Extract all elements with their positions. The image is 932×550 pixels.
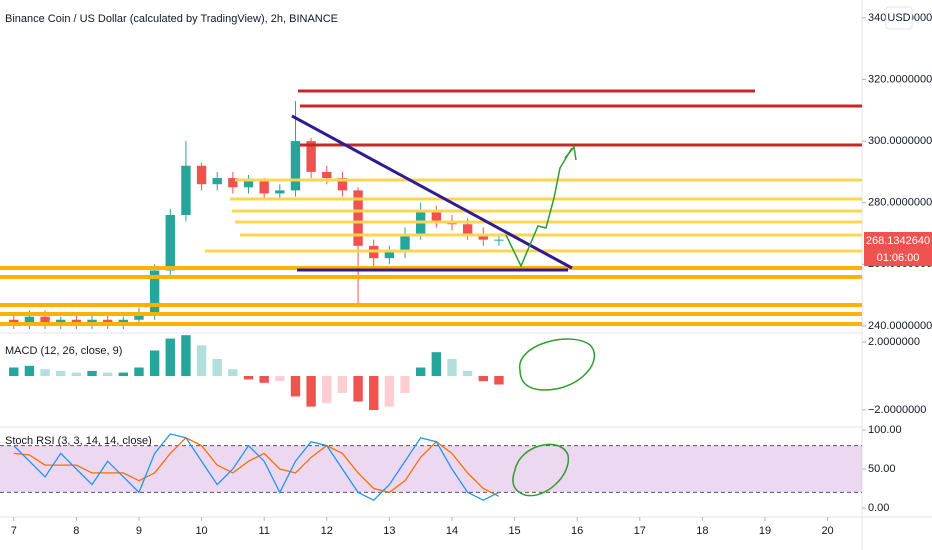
y-tick-label: 0.00: [868, 502, 889, 514]
candle-body: [102, 319, 113, 323]
candle-body: [353, 190, 363, 246]
y-tick-label: 280.0000000: [868, 197, 932, 209]
macd-bar: [259, 376, 269, 383]
macd-bar: [494, 376, 504, 385]
candle-body: [275, 190, 285, 194]
candle-body: [384, 251, 395, 259]
macd-bar: [40, 369, 50, 377]
x-tick-label: 9: [136, 525, 142, 537]
candle-body: [56, 319, 66, 323]
candle-body: [243, 181, 254, 188]
x-tick-label: 18: [696, 525, 708, 537]
currency-button[interactable]: [885, 6, 913, 30]
candle-body: [259, 181, 269, 194]
macd-bar: [337, 376, 348, 394]
indicator-label: Stoch RSI (3, 3, 14, 14, close): [5, 435, 152, 447]
macd-bar: [87, 370, 97, 377]
x-tick-label: 12: [321, 525, 333, 537]
y-tick-label: 320.0000000: [868, 73, 932, 85]
x-tick-label: 8: [73, 525, 79, 537]
x-tick-label: 7: [11, 525, 17, 537]
x-tick-label: 15: [508, 525, 520, 537]
candle-body: [400, 233, 410, 252]
y-tick-label: 240.0000000: [868, 320, 932, 332]
x-tick-label: 13: [383, 525, 395, 537]
currency-label: USD: [887, 12, 910, 24]
macd-bar: [353, 376, 363, 402]
macd-bar: [322, 376, 332, 404]
candle-body: [71, 319, 82, 323]
indicator-label: MACD (12, 26, close, 9): [5, 345, 122, 357]
candle-body: [306, 141, 316, 172]
stoch-band: [0, 445, 862, 493]
candle-body: [118, 319, 129, 323]
candle-body: [196, 165, 207, 185]
macd-bar: [212, 358, 222, 377]
macd-bar: [9, 367, 19, 377]
last-price: 268.1342640: [866, 235, 930, 247]
y-tick-label: 300.0000000: [868, 135, 932, 147]
macd-bar: [102, 372, 113, 377]
x-tick-label: 11: [258, 525, 269, 537]
candle-body: [181, 165, 191, 216]
candle-body: [228, 178, 238, 188]
x-tick-label: 20: [821, 525, 833, 537]
countdown: 01:06:00: [877, 252, 920, 264]
stoch-line: [13, 437, 500, 497]
y-tick-label: 50.00: [868, 463, 896, 475]
candle-body: [494, 239, 504, 241]
candle-body: [212, 178, 222, 185]
candle-body: [87, 319, 97, 323]
y-tick-label: −2.0000000: [868, 404, 926, 416]
macd-bar: [134, 367, 144, 377]
stoch-line: [13, 433, 500, 501]
macd-bar: [384, 376, 395, 407]
x-tick-label: 16: [571, 525, 583, 537]
macd-bar: [447, 358, 457, 377]
macd-bar: [290, 376, 301, 397]
candle-body: [337, 178, 348, 191]
candle-body: [165, 215, 175, 271]
macd-bar: [400, 376, 410, 394]
candle-body: [322, 171, 332, 179]
candle-body: [431, 211, 442, 222]
macd-bar: [71, 372, 82, 377]
macd-bar: [306, 376, 316, 407]
drawings: [0, 89, 862, 497]
x-tick-label: 14: [446, 525, 458, 537]
macd-bar: [275, 376, 285, 382]
candle-body: [462, 224, 473, 234]
candle-body: [478, 233, 488, 240]
candle-body: [9, 319, 19, 323]
macd-bar: [243, 376, 254, 380]
macd-bar: [228, 369, 238, 377]
chart-title: Binance Coin / US Dollar (calculated by …: [5, 13, 338, 25]
x-tick-label: 10: [195, 525, 207, 537]
candle-body: [40, 316, 50, 323]
macd-bar: [24, 365, 35, 377]
macd-bar: [56, 370, 66, 377]
macd-bar: [462, 370, 473, 377]
y-tick-label: 2.0000000: [868, 336, 920, 348]
candle-body: [290, 141, 301, 191]
y-tick-label: 100.00: [868, 424, 902, 436]
candle-body: [24, 316, 35, 323]
price-tag: [864, 232, 932, 266]
macd-bar: [149, 350, 160, 377]
macd-bar: [181, 335, 191, 377]
macd-bar: [118, 372, 129, 377]
macd-bar: [415, 367, 426, 377]
macd-bar: [478, 376, 488, 382]
macd-bar: [196, 345, 207, 377]
macd-bar: [165, 338, 175, 377]
x-tick-label: 19: [759, 525, 771, 537]
candle-body: [134, 313, 144, 320]
macd-bar: [431, 352, 442, 377]
macd-bar: [369, 376, 379, 411]
x-tick-label: 17: [634, 525, 646, 537]
candle-body: [149, 270, 160, 314]
